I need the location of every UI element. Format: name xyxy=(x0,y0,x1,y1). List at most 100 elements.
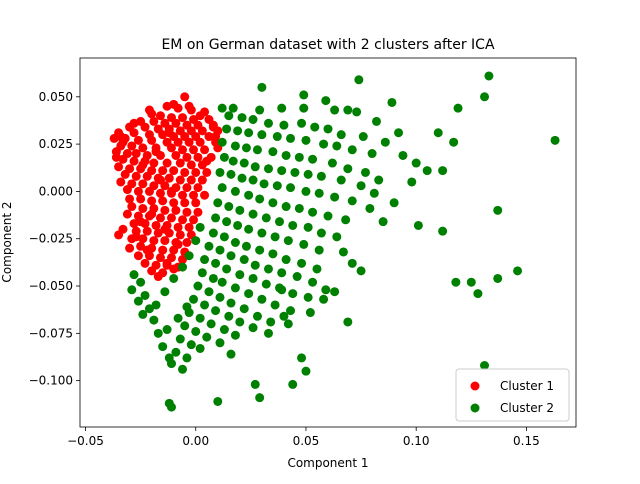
data-point xyxy=(321,285,331,295)
data-point xyxy=(283,319,293,329)
data-point xyxy=(114,230,124,240)
data-point xyxy=(164,128,174,138)
data-point xyxy=(270,300,280,310)
data-point xyxy=(122,209,132,219)
data-point xyxy=(158,342,168,352)
data-point xyxy=(299,239,309,249)
data-point xyxy=(360,167,370,177)
data-point xyxy=(369,188,379,198)
data-point xyxy=(162,158,172,168)
data-point xyxy=(303,222,313,232)
data-point xyxy=(160,205,170,215)
data-point xyxy=(191,326,201,336)
data-point xyxy=(193,207,203,217)
data-point xyxy=(407,177,417,187)
data-point xyxy=(299,103,309,113)
data-point xyxy=(178,364,188,374)
data-point xyxy=(239,158,249,168)
data-point xyxy=(248,115,258,124)
data-point xyxy=(116,177,126,187)
data-point xyxy=(169,166,179,176)
plot-area xyxy=(79,57,577,428)
data-point xyxy=(513,266,523,276)
data-point xyxy=(149,158,159,168)
data-point xyxy=(160,287,170,297)
data-point xyxy=(354,75,364,85)
data-point xyxy=(277,103,287,113)
data-point xyxy=(173,313,183,323)
data-point xyxy=(136,194,146,204)
data-point xyxy=(263,328,273,338)
data-point xyxy=(233,126,243,136)
data-point xyxy=(275,217,284,227)
data-point xyxy=(226,349,236,359)
data-point xyxy=(493,273,503,283)
data-point xyxy=(142,226,152,236)
data-point xyxy=(195,137,205,147)
data-point xyxy=(217,103,227,113)
data-point xyxy=(204,132,214,142)
data-point xyxy=(144,186,154,196)
data-point xyxy=(411,158,421,168)
data-point xyxy=(263,118,273,128)
data-point xyxy=(189,145,199,155)
data-point xyxy=(140,258,150,268)
data-point xyxy=(180,167,190,177)
legend-marker-cluster-2 xyxy=(470,403,480,413)
data-point xyxy=(244,224,254,234)
data-point xyxy=(215,338,225,348)
data-point xyxy=(343,317,353,327)
data-point xyxy=(133,135,143,145)
data-point xyxy=(451,277,461,287)
data-point xyxy=(301,135,311,145)
data-point xyxy=(323,124,333,134)
data-point xyxy=(303,169,313,179)
data-point xyxy=(394,128,404,138)
data-point xyxy=(343,105,353,115)
data-point xyxy=(257,294,267,304)
data-point xyxy=(153,228,163,238)
data-point xyxy=(255,105,265,115)
data-point xyxy=(248,273,258,283)
data-point xyxy=(200,190,210,200)
data-point xyxy=(473,289,483,299)
data-point xyxy=(213,396,223,406)
data-point xyxy=(252,311,262,321)
data-point xyxy=(255,393,265,403)
data-point xyxy=(279,311,289,321)
data-point xyxy=(237,113,247,123)
data-point xyxy=(131,171,141,181)
data-point xyxy=(173,137,183,147)
data-point xyxy=(257,82,267,92)
data-point xyxy=(263,164,273,174)
data-point xyxy=(175,175,185,185)
data-point xyxy=(294,203,304,213)
legend-marker-cluster-1 xyxy=(470,381,480,391)
data-point xyxy=(286,133,296,143)
data-point xyxy=(299,90,309,100)
data-point xyxy=(301,366,311,376)
data-point xyxy=(129,270,139,280)
data-point xyxy=(314,245,324,255)
data-point xyxy=(133,186,143,196)
data-point xyxy=(310,122,320,132)
data-point xyxy=(151,147,161,157)
data-point xyxy=(155,213,165,223)
legend: Cluster 1 Cluster 2 xyxy=(455,368,570,422)
data-point xyxy=(215,245,225,255)
series-cluster-2 xyxy=(127,71,560,412)
data-point xyxy=(184,101,194,111)
data-point xyxy=(160,236,170,246)
data-point xyxy=(413,220,423,230)
data-point xyxy=(237,173,247,183)
data-point xyxy=(248,323,258,333)
data-point xyxy=(268,249,278,259)
data-point xyxy=(158,166,168,176)
data-point xyxy=(211,213,221,223)
data-point xyxy=(151,220,161,230)
data-point xyxy=(261,279,271,289)
data-point xyxy=(164,173,174,183)
data-point xyxy=(316,228,326,238)
data-point xyxy=(116,132,126,142)
data-point xyxy=(255,194,265,204)
